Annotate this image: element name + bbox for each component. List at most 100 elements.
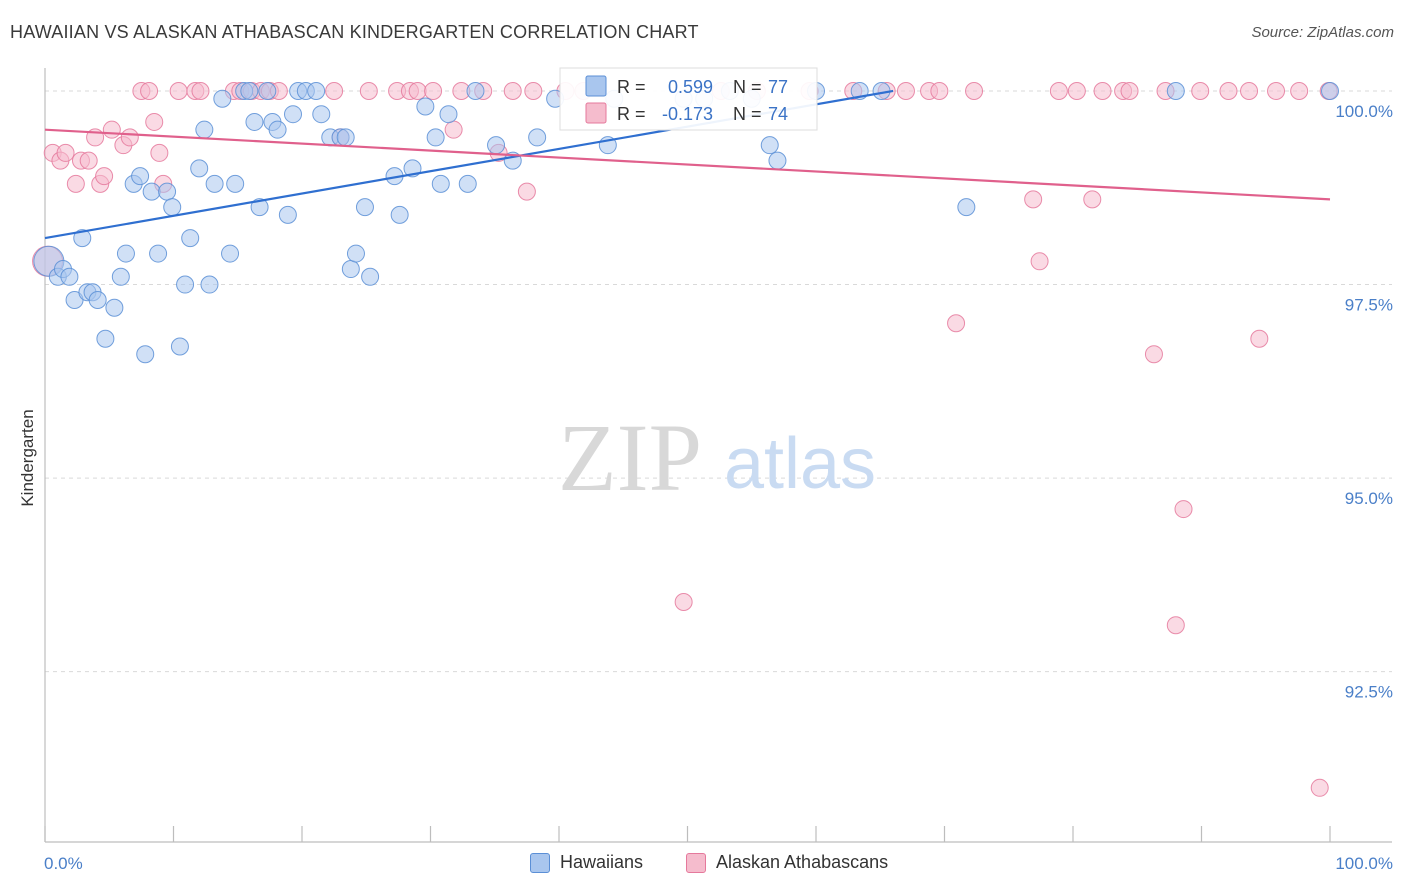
athabascan-point xyxy=(1310,778,1329,797)
hawaiian-point xyxy=(149,244,168,263)
hawaiian-point xyxy=(1321,81,1339,100)
athabascan-trend-line xyxy=(44,128,1331,201)
athabascan-point xyxy=(191,81,210,100)
athabascan-point xyxy=(325,81,344,100)
athabascan-point xyxy=(145,112,164,131)
hawaiian-point xyxy=(163,198,182,217)
legend-top: R = 0.599 N = 77 R = -0.173 N = 74 xyxy=(559,67,818,131)
hawaiian-point xyxy=(284,105,303,124)
watermark: ZIP atlas xyxy=(558,404,876,511)
athabascan-point xyxy=(1250,329,1269,348)
source-label: Source: ZipAtlas.com xyxy=(1251,24,1394,41)
bottom-legend: Hawaiians Alaskan Athabascans xyxy=(0,852,1406,878)
athabascan-point xyxy=(896,81,915,100)
hawaiian-point xyxy=(957,198,976,217)
legend-r-label-hawaiians: R = xyxy=(617,77,646,97)
legend-n-value-hawaiians: 77 xyxy=(768,77,788,97)
hawaiian-point xyxy=(111,267,130,286)
athabascan-point xyxy=(150,143,169,162)
hawaiian-point xyxy=(190,159,209,178)
hawaiian-point xyxy=(158,182,177,201)
hawaiian-point xyxy=(226,174,245,193)
athabascan-point xyxy=(444,120,463,139)
hawaiian-point xyxy=(176,275,195,294)
hawaiian-point xyxy=(181,229,200,248)
athabascan-point xyxy=(1120,81,1139,100)
hawaiian-point xyxy=(307,81,326,100)
hawaiian-point xyxy=(105,298,124,317)
legend-r-value-hawaiians: 0.599 xyxy=(668,77,713,97)
hawaiian-point xyxy=(131,167,150,186)
legend-item-hawaiians[interactable]: Hawaiians xyxy=(530,852,643,873)
hawaiian-point xyxy=(136,345,155,364)
hawaiian-point xyxy=(240,81,259,100)
athabascan-point xyxy=(524,81,543,100)
legend-r-value-alaskan-athabascans: -0.173 xyxy=(662,104,713,124)
athabascan-point xyxy=(1219,81,1238,100)
athabascan-point xyxy=(79,151,98,170)
athabascan-point xyxy=(1067,81,1086,100)
hawaiian-point xyxy=(250,198,269,217)
watermark-zip: ZIP xyxy=(558,404,702,511)
hawaiian-point xyxy=(341,260,360,279)
hawaiian-point xyxy=(768,151,787,170)
legend-item-alaskan-athabascans[interactable]: Alaskan Athabascans xyxy=(686,852,888,873)
hawaiian-point xyxy=(426,128,445,147)
legend-n-value-alaskan-athabascans: 74 xyxy=(768,104,788,124)
athabascan-point xyxy=(503,81,522,100)
athabascan-point xyxy=(517,182,536,201)
y-tick-label: 95.0% xyxy=(1345,489,1393,508)
hawaiian-point xyxy=(60,267,79,286)
gridlines: 100.0% 97.5% 95.0% 92.5% xyxy=(45,90,1393,702)
hawaiian-point xyxy=(390,205,409,224)
hawaiian-point xyxy=(221,244,240,263)
hawaiian-point xyxy=(205,174,224,193)
axes: 0.0% 100.0% xyxy=(44,68,1393,873)
hawaiian-point xyxy=(355,198,374,217)
hawaiian-point xyxy=(195,120,214,139)
athabascan-point xyxy=(56,143,75,162)
athabascan-point xyxy=(930,81,949,100)
x-tick-label-min: 0.0% xyxy=(44,854,83,873)
athabascan-point xyxy=(95,167,114,186)
hawaiian-point xyxy=(278,205,297,224)
y-axis-label: Kindergarten xyxy=(18,409,37,506)
hawaiian-point xyxy=(361,267,380,286)
hawaiian-point xyxy=(487,136,506,155)
hawaiian-point xyxy=(116,244,135,263)
athabascan-point xyxy=(120,128,139,147)
watermark-atlas: atlas xyxy=(724,424,876,504)
hawaiian-point xyxy=(1166,81,1185,100)
athabascan-point xyxy=(1083,190,1102,209)
athabascan-point xyxy=(1049,81,1068,100)
hawaiian-point xyxy=(466,81,485,100)
hawaiian-point xyxy=(170,337,189,356)
legend-swatch-alaskan-athabascans xyxy=(686,852,706,873)
hawaiian-point xyxy=(760,136,779,155)
athabascan-point xyxy=(1290,81,1309,100)
y-tick-label: 97.5% xyxy=(1345,296,1393,315)
athabascan-point xyxy=(1144,345,1163,364)
athabascan-point xyxy=(359,81,378,100)
athabascan-point xyxy=(408,81,427,100)
hawaiian-point xyxy=(142,182,161,201)
athabascan-point xyxy=(1166,616,1185,635)
legend-r-label-alaskan-athabascans: R = xyxy=(617,104,646,124)
athabascan-point xyxy=(1174,500,1193,519)
chart-title: HAWAIIAN VS ALASKAN ATHABASCAN KINDERGAR… xyxy=(10,22,699,42)
hawaiian-point xyxy=(88,291,107,310)
legend-n-label-alaskan-athabascans: N = xyxy=(733,104,762,124)
athabascan-point xyxy=(1024,190,1043,209)
athabascan-point xyxy=(1240,81,1259,100)
athabascan-point xyxy=(169,81,188,100)
athabascan-point xyxy=(140,81,159,100)
hawaiian-point xyxy=(312,105,331,124)
athabascan-point xyxy=(66,174,85,193)
legend-swatch-alaskan-athabascans xyxy=(585,102,607,124)
athabascan-point xyxy=(1093,81,1112,100)
hawaiian-point xyxy=(431,174,450,193)
hawaiian-point xyxy=(268,120,287,139)
legend-swatch-hawaiians xyxy=(530,852,550,873)
hawaiian-point xyxy=(258,81,277,100)
